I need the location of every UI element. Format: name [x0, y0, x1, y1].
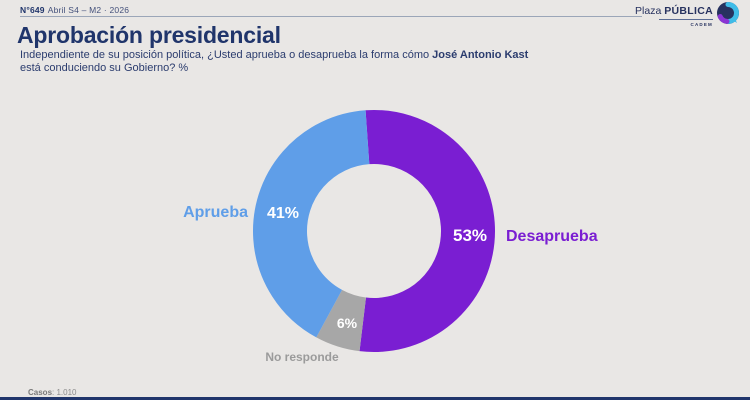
edition-number: N°649 — [20, 5, 45, 15]
edition-date: Abril S4 – M2 · 2026 — [47, 5, 130, 15]
header-divider — [20, 16, 642, 17]
logo-plaza: Plaza — [635, 5, 662, 17]
question-text-after: está conduciendo su Gobierno? % — [20, 62, 189, 74]
aprueba-category-label: Aprueba — [183, 204, 248, 221]
no-responde-value-label: 6% — [336, 315, 358, 331]
survey-question: Independiente de su posición política, ¿… — [20, 49, 528, 75]
desaprueba-category-label: Desaprueba — [506, 228, 598, 245]
no-responde-category-label: No responde — [265, 350, 339, 364]
donut-slice-desaprueba — [253, 110, 495, 352]
page-title: Aprobación presidencial — [17, 22, 281, 48]
aprueba-value-label: 41% — [266, 205, 300, 222]
sample-size-label: Casos — [28, 388, 53, 397]
question-text-before: Independiente de su posición política, ¿… — [20, 49, 430, 61]
desaprueba-value-label: 53% — [452, 226, 488, 245]
logo-underline — [659, 19, 713, 20]
logo-publica: PÚBLICA — [664, 5, 713, 17]
sample-size: Casos: 1.010 — [28, 388, 76, 397]
logo-cadem: CADEM — [690, 21, 713, 27]
plaza-publica-cadem-logo: Plaza PÚBLICA CADEM — [635, 1, 740, 30]
edition-row: N°649 Abril S4 – M2 · 2026 — [20, 5, 129, 15]
logo-text: Plaza PÚBLICA CADEM — [635, 5, 713, 27]
sample-size-value: : 1.010 — [52, 388, 77, 397]
approval-donut-chart — [253, 110, 495, 352]
question-president-name: José Antonio Kast — [432, 49, 529, 61]
bottom-accent-bar — [0, 397, 750, 400]
cadem-swirl-icon — [716, 1, 740, 30]
